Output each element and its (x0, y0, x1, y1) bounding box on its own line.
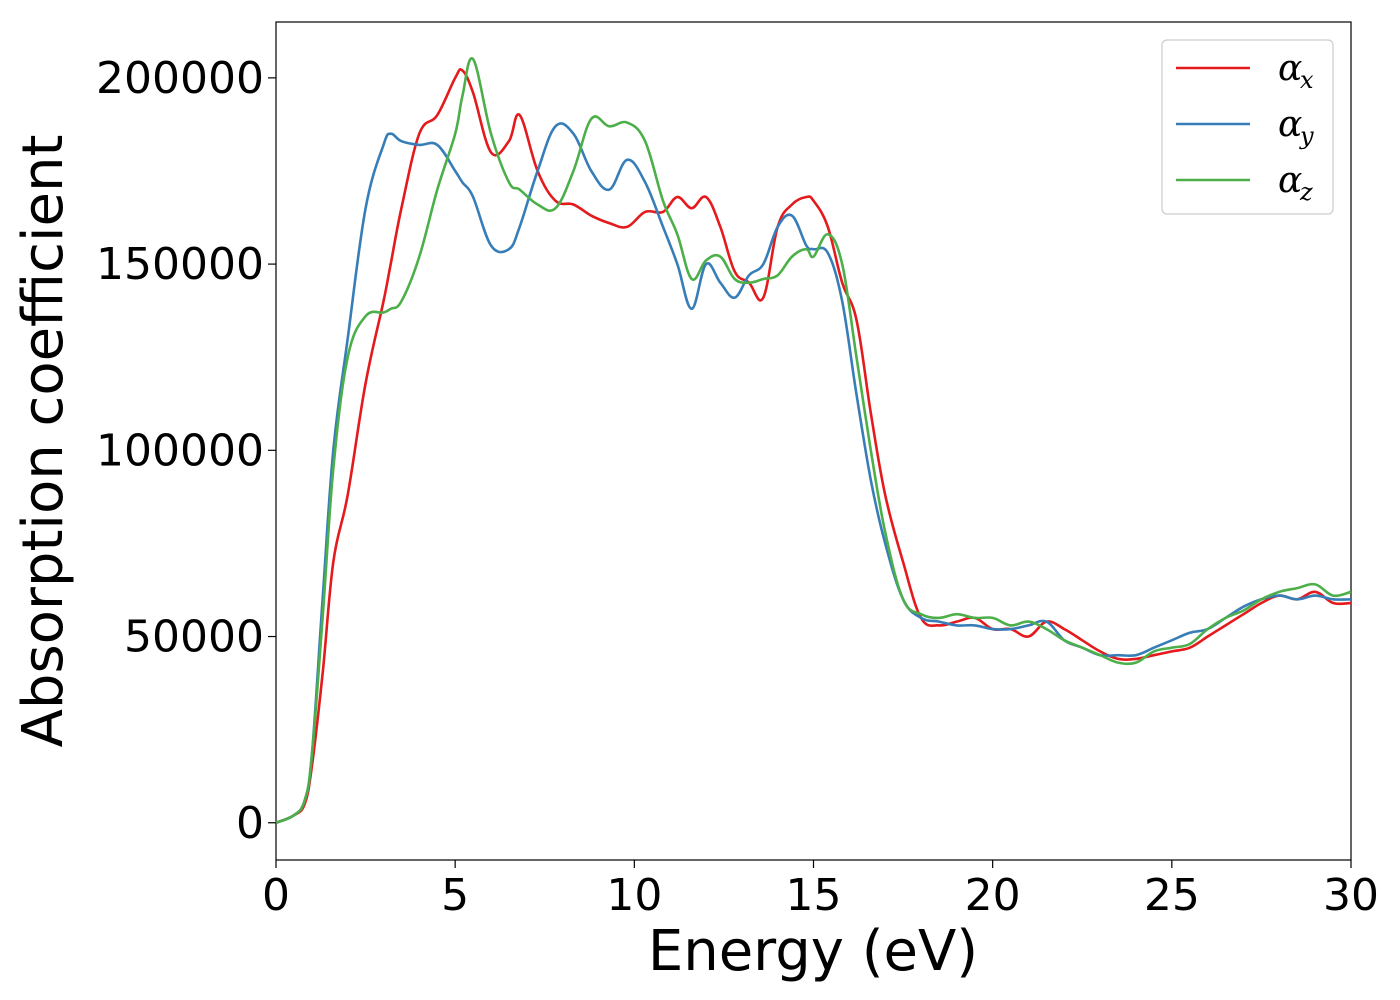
legend-label-y: α (1278, 104, 1302, 145)
x-tick-label: 0 (262, 870, 290, 921)
series-layer (275, 57, 1352, 825)
legend-box (1161, 39, 1334, 215)
y-tick-label: 0 (236, 798, 264, 849)
y-tick-label: 200000 (96, 53, 264, 104)
y-tick-label: 100000 (96, 425, 264, 476)
legend-label-z: α (1278, 160, 1302, 201)
x-tick-label: 20 (965, 870, 1021, 921)
y-axis-title: Absorption coefficient (11, 135, 76, 748)
series-line-z (275, 57, 1352, 825)
x-axis-title: Energy (eV) (648, 919, 978, 984)
y-tick-label: 50000 (124, 612, 264, 663)
x-tick-label: 5 (441, 870, 469, 921)
x-tick-label: 30 (1323, 870, 1379, 921)
tick-layer: 0 5 10 15 20 25 30 0 50000 100000 150000 200000 (96, 53, 1379, 921)
x-tick-label: 25 (1144, 870, 1200, 921)
legend-subscript-y: y (1299, 122, 1314, 150)
series-line-y (275, 122, 1352, 825)
y-tick-label: 150000 (96, 239, 264, 290)
legend-subscript-x: x (1300, 66, 1314, 94)
legend-subscript-z: z (1299, 178, 1313, 206)
x-tick-label: 15 (786, 870, 842, 921)
x-tick-label: 10 (606, 870, 662, 921)
legend-label-x: α (1278, 48, 1302, 89)
